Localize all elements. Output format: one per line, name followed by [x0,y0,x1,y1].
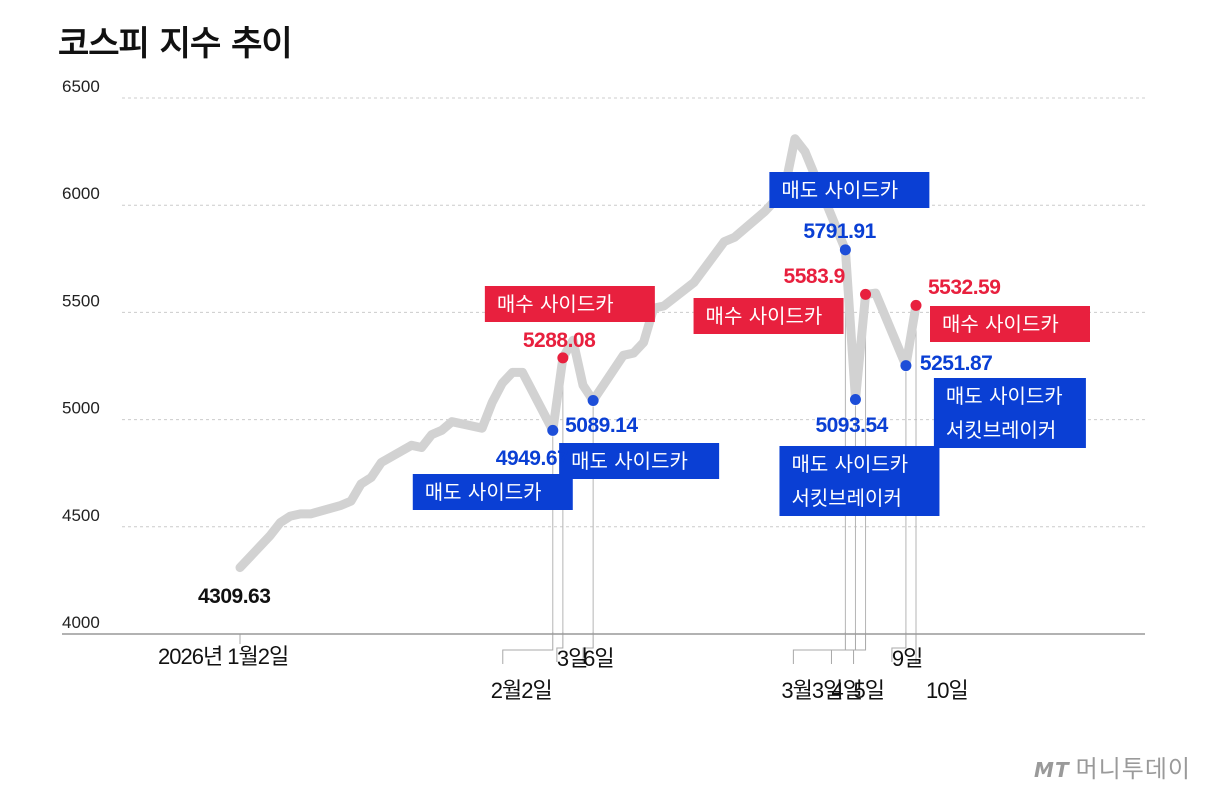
y-tick-label: 4500 [62,506,100,525]
x-leader-line [792,632,846,664]
x-tick-label: 2026년 1월2일 [158,644,288,669]
y-tick-label: 6000 [62,184,100,203]
x-leader-line [891,632,907,662]
event-dot [839,244,851,256]
x-leader-line [502,632,554,664]
publisher-logo: MT [1034,758,1070,782]
sell-sidecar-badge [412,474,573,510]
value-label: 5251.87 [920,352,992,375]
buy-sidecar-badge [930,306,1090,342]
sell-sidecar-badge [933,378,1086,448]
y-axis: 4000 4500 5000 5500 6000 6500 [62,77,100,632]
x-tick-label: 2월2일 [491,678,552,703]
x-tick-label: 6일 [583,646,613,671]
x-tick-label: 3월3일 [781,678,842,703]
badge-text: 매수 사이드카 [497,292,614,316]
event-dot [860,288,872,300]
sell-sidecar-badge [559,443,720,479]
x-leader-line [582,632,594,662]
badge-text: 매수 사이드카 [942,312,1059,336]
y-tick-label: 4000 [62,613,100,632]
value-label: 5288.08 [523,329,596,352]
event-dot [547,424,559,436]
chart-title: 코스피 지수 추이 [58,24,293,64]
event-dot [910,299,922,311]
value-label: 5089.14 [565,414,638,437]
event-dot [849,394,861,406]
x-tick-label: 10일 [926,678,968,703]
badge-text: 서킷브레이커 [791,486,901,510]
badge-text: 매도 사이드카 [781,178,898,202]
y-tick-label: 5000 [62,399,100,418]
value-label: 4309.63 [198,585,270,608]
event-dot [900,360,912,372]
publisher-watermark: MT 머니투데이 [1034,749,1191,784]
value-label: 5791.91 [803,220,876,243]
event-dot [557,352,569,364]
badge-text: 매수 사이드카 [706,304,823,328]
badge-text: 매도 사이드카 [425,480,542,504]
y-tick-label: 5500 [62,291,100,310]
event-markers: 4309.63 4949.67 5288.08 5089.14 5791.91 5093.… [198,220,1001,608]
event-dot [587,394,599,406]
x-leader-line [556,632,564,662]
value-label: 5583.9 [784,265,845,288]
value-label: 5093.54 [815,414,888,437]
badge-text: 매도 사이드카 [571,449,688,473]
sell-sidecar-badge [769,172,930,208]
x-tick-label: 9일 [892,646,922,671]
x-leader-line [853,632,867,664]
x-tick-label: 3일 [557,646,587,671]
value-label: 4949.67 [496,447,568,470]
x-tick-label: 5일 [854,678,884,703]
publisher-name: 머니투데이 [1075,755,1191,783]
y-tick-label: 6500 [62,77,100,96]
sell-sidecar-badge [779,446,940,516]
buy-sidecar-badge [484,286,655,322]
x-tick-label: 4일 [831,678,861,703]
badge-text: 서킷브레이커 [946,418,1056,442]
value-label: 5532.59 [928,276,1000,299]
x-leader-line [830,632,856,664]
buy-sidecar-badge [693,298,844,334]
badge-text: 매도 사이드카 [791,452,908,476]
badge-text: 매도 사이드카 [946,384,1063,408]
